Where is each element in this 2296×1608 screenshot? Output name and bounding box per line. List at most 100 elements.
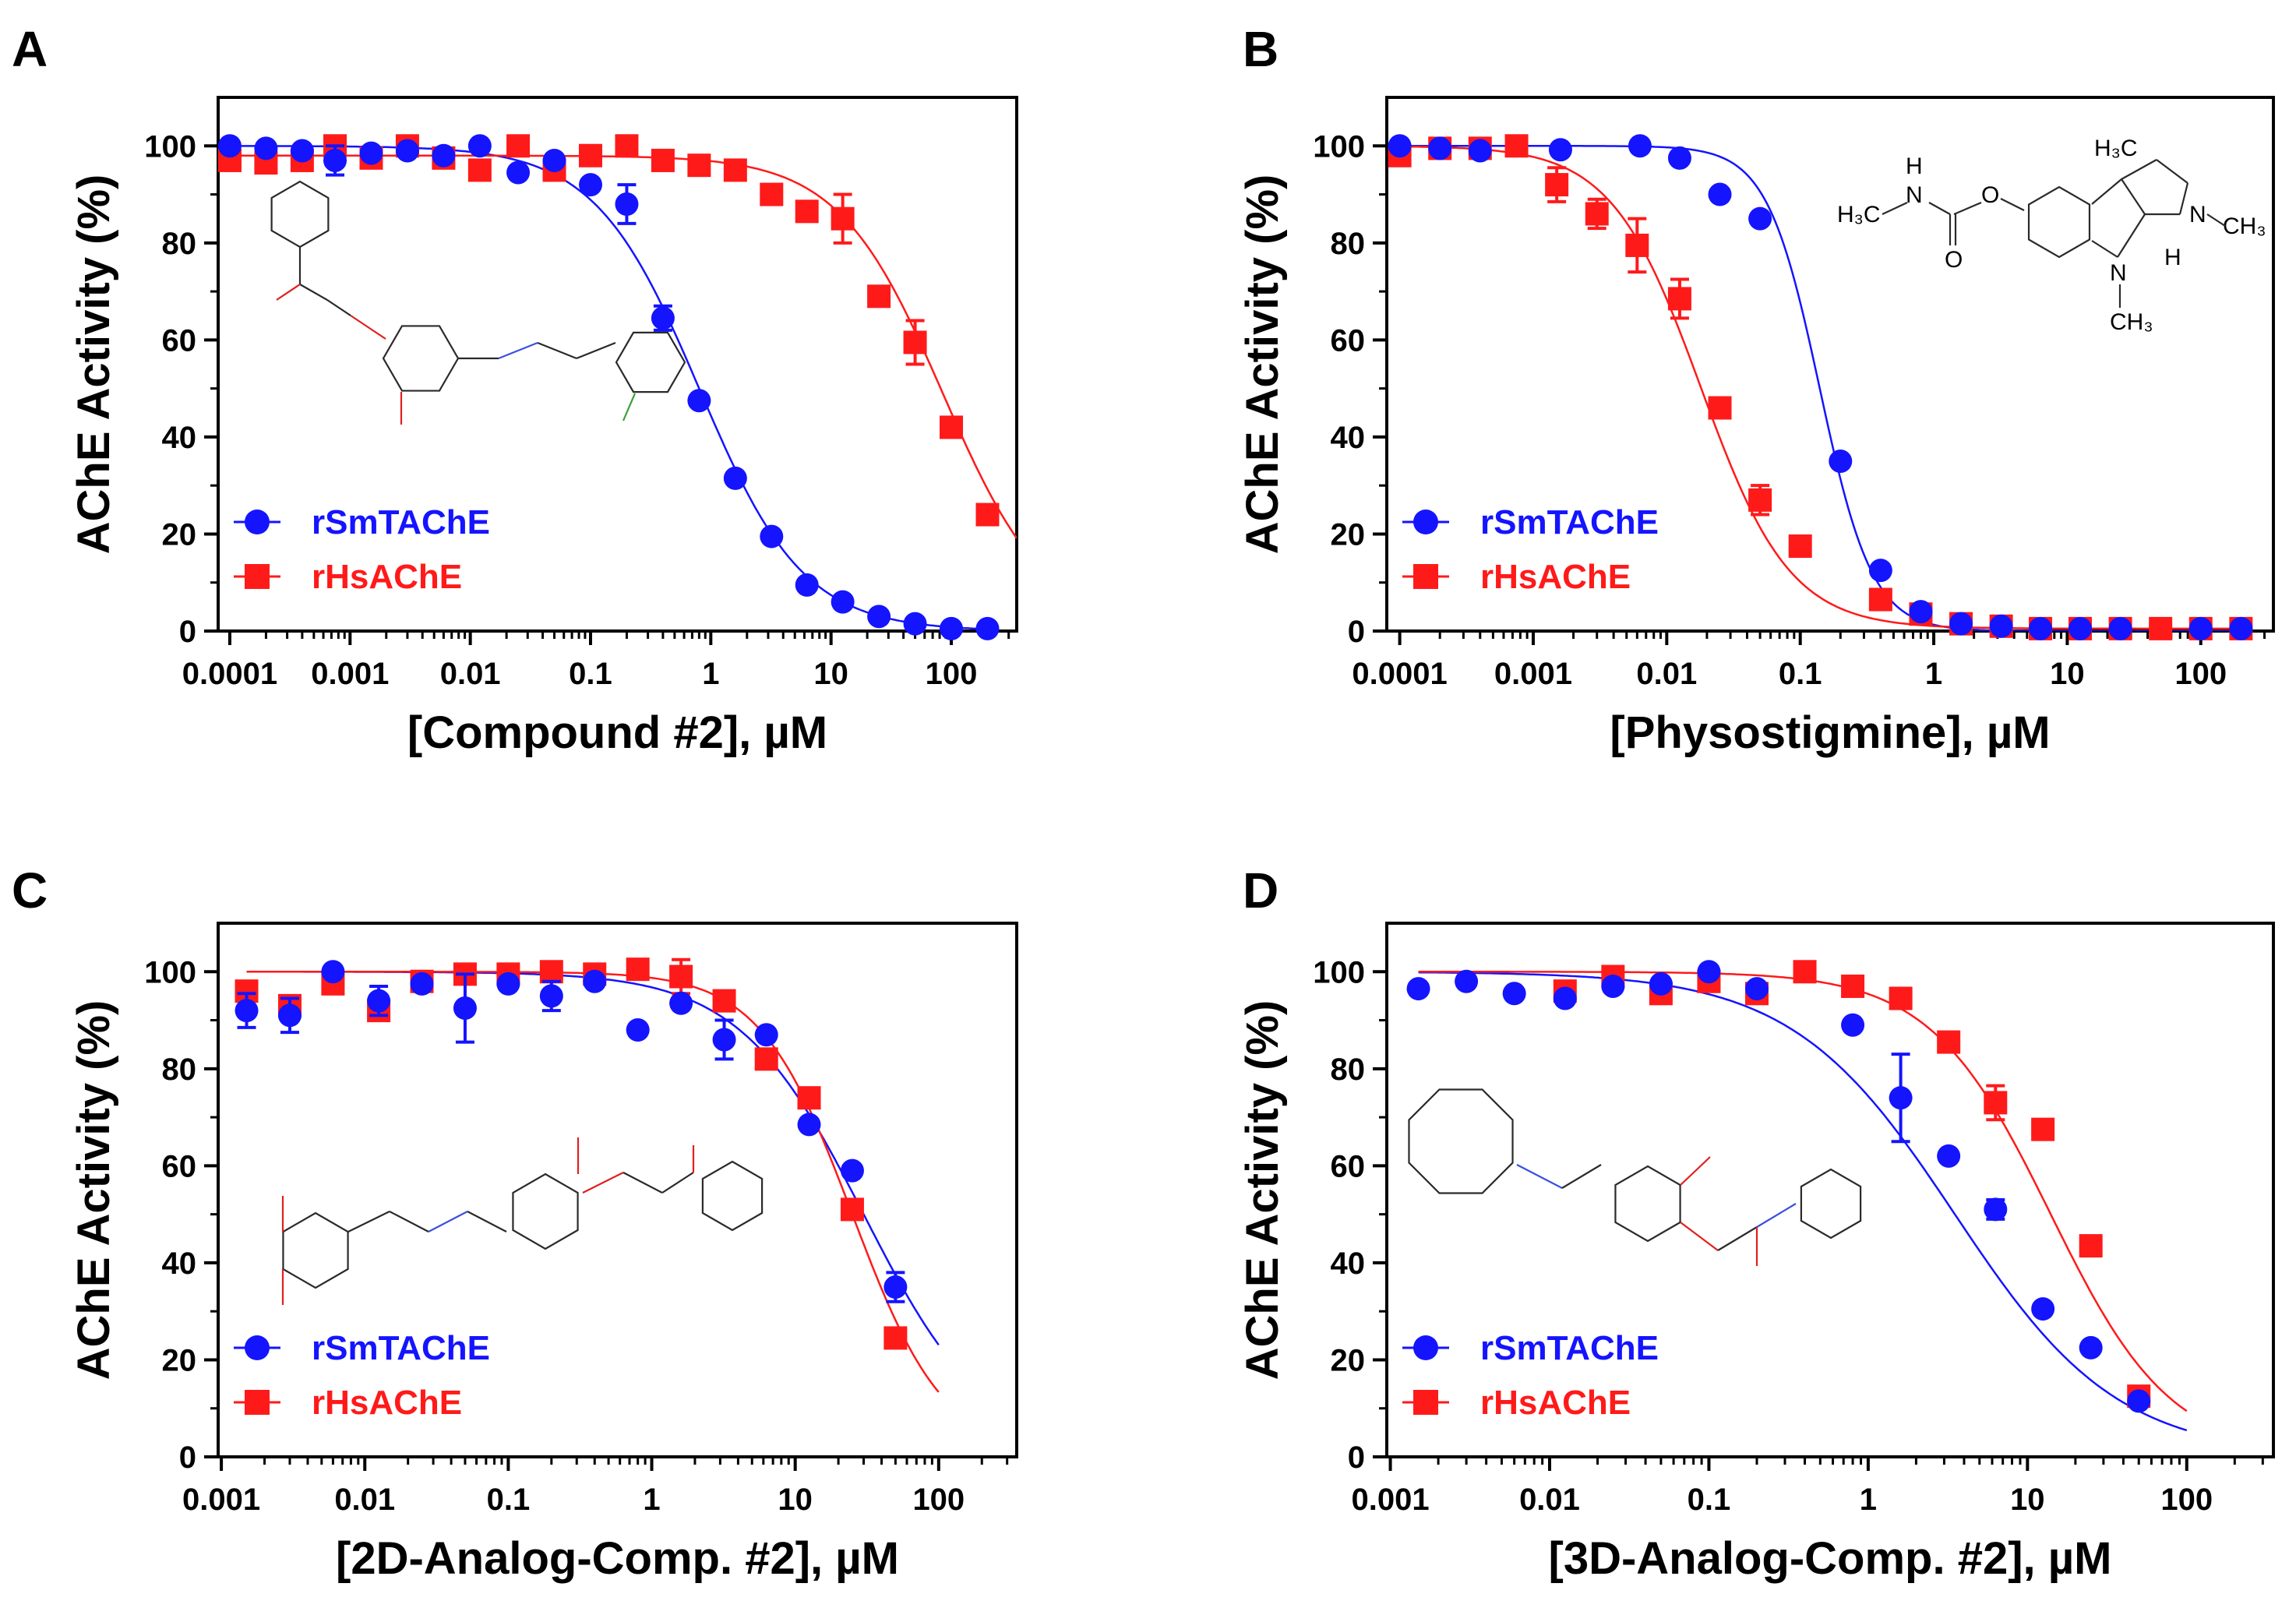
series-rsmtache xyxy=(1406,960,2151,1413)
y-tick-label: 80 xyxy=(162,227,197,261)
data-point-circle xyxy=(578,173,602,197)
data-point-circle xyxy=(395,139,419,163)
bond xyxy=(1561,1164,1602,1189)
x-tick-label: 0.01 xyxy=(334,1483,395,1517)
data-point-square xyxy=(539,960,563,984)
data-point-circle xyxy=(359,141,383,165)
x-axis-title: [3D-Analog-Comp. #2], µM xyxy=(1549,1533,2112,1584)
y-tick-label: 100 xyxy=(1313,955,1365,989)
data-point-circle xyxy=(2188,616,2213,640)
x-tick-label: 0.0001 xyxy=(1352,657,1447,691)
data-point-circle xyxy=(840,1158,864,1183)
panel-letter: B xyxy=(1243,21,1278,77)
data-point-square xyxy=(669,964,693,989)
data-point-circle xyxy=(883,1275,908,1299)
bond xyxy=(1516,1164,1563,1189)
y-tick-label: 80 xyxy=(1331,1053,1366,1087)
data-point-circle xyxy=(321,960,345,984)
data-point-circle xyxy=(277,1003,302,1028)
atom-label: H₃C xyxy=(1837,202,1881,227)
data-point-square xyxy=(1984,1091,2008,1115)
bond xyxy=(1928,202,1951,215)
data-point-square xyxy=(467,158,492,182)
y-tick-label: 60 xyxy=(1331,1149,1366,1183)
data-point-circle xyxy=(1601,974,1625,998)
panel-letter: A xyxy=(12,21,48,77)
y-tick-label: 80 xyxy=(1331,227,1366,261)
data-point-circle xyxy=(1649,972,1673,996)
data-point-square xyxy=(712,989,736,1013)
bond xyxy=(350,315,386,340)
data-point-square xyxy=(687,153,711,178)
data-point-circle xyxy=(217,134,242,158)
data-point-circle xyxy=(687,389,711,413)
bond xyxy=(661,1172,694,1194)
data-point-circle xyxy=(1989,614,2013,638)
y-tick-label: 20 xyxy=(1331,517,1366,552)
atom-label: CH₃ xyxy=(2223,213,2266,239)
data-point-circle xyxy=(1468,139,1492,163)
chart-panel-c: C 0 20 40 60 80 100 0.001 0.01 0.1 1 10 100 [2D-Analo… xyxy=(12,862,1018,1584)
data-point-circle xyxy=(1949,612,1973,636)
data-point-circle xyxy=(2079,1335,2103,1359)
data-point-square xyxy=(1889,986,1913,1010)
data-point-square xyxy=(795,199,819,224)
data-point-circle xyxy=(1748,206,1772,231)
data-point-square xyxy=(1545,173,1569,197)
data-point-circle xyxy=(323,148,347,172)
data-point-square xyxy=(831,206,855,231)
chart-panel-d: D 0 20 40 60 80 100 0.001 0.01 0.1 1 10 100 [3D-Analo… xyxy=(1237,862,2275,1584)
fit-curve-rsmtache xyxy=(246,971,940,1346)
bond xyxy=(1756,1203,1797,1228)
plot-frame xyxy=(1385,922,2275,1458)
legend-marker-circle xyxy=(1413,510,1438,534)
data-point-circle xyxy=(1697,960,1721,984)
data-point-circle xyxy=(797,1113,821,1137)
chemical-structure-analog3d xyxy=(1408,1088,1862,1266)
y-axis-title: AChE Activity (%) xyxy=(1237,1000,1288,1381)
data-point-square xyxy=(615,134,639,158)
series-rsmtache xyxy=(217,134,1000,640)
bond xyxy=(428,1211,468,1232)
fit-curve-rhsache xyxy=(1399,145,2241,630)
data-point-circle xyxy=(453,996,477,1020)
x-tick-label: 0.1 xyxy=(1779,657,1822,691)
bond xyxy=(1953,201,1982,216)
y-tick-label: 60 xyxy=(162,323,197,358)
plot-frame xyxy=(1385,96,2275,633)
bond xyxy=(467,1211,507,1232)
cyclooctyl-ring xyxy=(1408,1088,1514,1194)
atom-label: O xyxy=(1945,247,1963,273)
data-point-circle xyxy=(615,192,639,216)
legend-label: rHsAChE xyxy=(312,1384,462,1422)
legend-label: rHsAChE xyxy=(1480,1384,1631,1422)
data-point-circle xyxy=(367,989,391,1013)
y-tick-label: 0 xyxy=(1348,615,1365,649)
data-point-circle xyxy=(1984,1197,2008,1222)
data-point-square xyxy=(1585,202,1609,226)
data-point-square xyxy=(626,957,650,982)
data-point-circle xyxy=(1667,146,1691,170)
x-tick-label: 0.0001 xyxy=(182,657,277,691)
atom-label: H xyxy=(1906,153,1923,179)
y-tick-label: 0 xyxy=(179,1440,196,1475)
data-point-circle xyxy=(1548,138,1572,162)
data-point-circle xyxy=(1628,134,1652,158)
data-point-circle xyxy=(2108,616,2132,640)
data-point-square xyxy=(1841,974,1865,998)
data-point-circle xyxy=(2127,1389,2151,1413)
plot-frame xyxy=(217,922,1018,1458)
data-point-square xyxy=(797,1086,821,1110)
data-point-circle xyxy=(290,139,314,163)
series-rsmtache xyxy=(235,960,908,1303)
data-point-square xyxy=(1937,1030,1961,1054)
bond xyxy=(2178,182,2189,215)
data-point-circle xyxy=(506,160,531,185)
x-tick-label: 10 xyxy=(2050,657,2085,691)
data-point-circle xyxy=(1708,182,1732,206)
plot-frame xyxy=(217,96,1018,633)
bond xyxy=(498,341,538,360)
legend-label: rHsAChE xyxy=(1480,558,1631,596)
data-point-circle xyxy=(831,590,855,614)
atom-label: O xyxy=(1981,182,1999,208)
